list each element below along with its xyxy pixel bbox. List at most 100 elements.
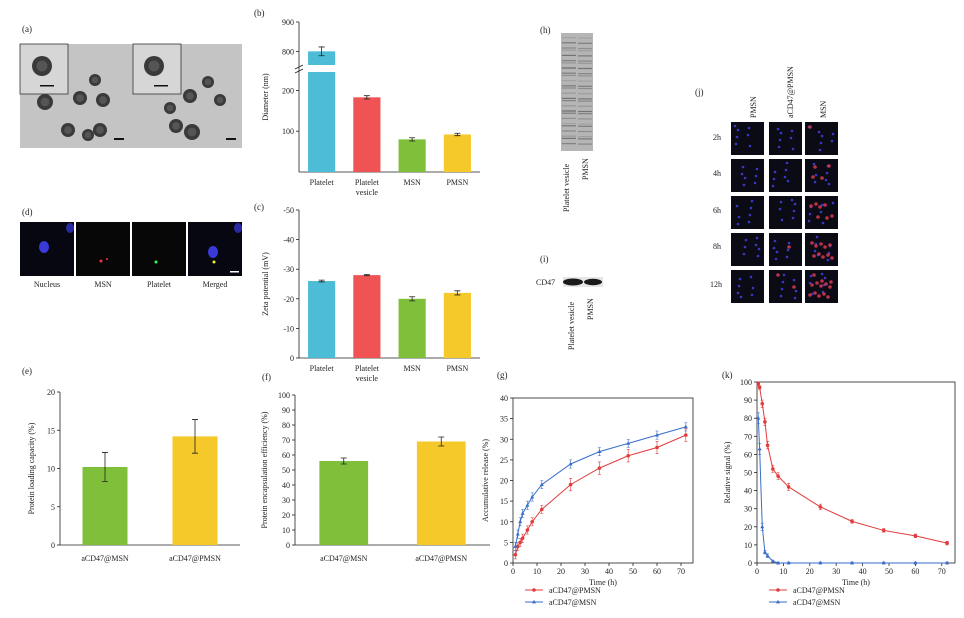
j-nucleus (791, 216, 795, 220)
gel-band (562, 47, 576, 49)
k-ytick-label: 60 (744, 450, 752, 459)
platelet-spot (154, 260, 158, 264)
western-blot-panel-i: CD47 Platelet vesicle PMSN (536, 277, 603, 350)
j-row-12h: 12h (710, 280, 722, 289)
gel-band (562, 97, 576, 99)
f-ytick-label: 20 (282, 511, 290, 520)
j-nucleus (750, 293, 754, 297)
k-y-axis-title: Relative signal (%) (723, 441, 732, 503)
j-nucleus (792, 278, 796, 282)
j-signal (792, 285, 796, 289)
tem-particle-core (76, 94, 84, 102)
j-signal (828, 243, 832, 247)
j-signal (813, 165, 817, 169)
g-point (520, 511, 525, 515)
k-point (945, 560, 950, 565)
j-nucleus (824, 178, 828, 182)
k-plot-frame (756, 381, 956, 564)
j-tile (805, 159, 838, 192)
b-bar (308, 72, 336, 172)
j-signal (824, 282, 828, 286)
e-error-bar (102, 452, 108, 482)
g-point (513, 552, 518, 557)
gel-band (562, 85, 576, 87)
g-point (568, 482, 573, 487)
gel-label-pmsn: PMSN (581, 158, 590, 180)
msn-spot-2 (106, 258, 108, 260)
j-signal (820, 279, 824, 283)
j-nucleus (809, 274, 813, 278)
g-point (530, 519, 534, 524)
j-tile (769, 270, 802, 303)
k-ytick-label: 10 (744, 541, 752, 550)
j-nucleus (755, 167, 759, 171)
k-point (818, 505, 823, 509)
k-xtick-label: 70 (938, 567, 946, 576)
g-x-axis-title: Time (h) (589, 578, 617, 587)
j-signal (830, 256, 834, 260)
j-signal (810, 241, 814, 245)
gel-band (578, 118, 592, 120)
j-nucleus (756, 254, 760, 258)
j-nucleus (735, 204, 739, 208)
g-xtick-label: 40 (605, 567, 613, 576)
j-nucleus (736, 291, 740, 295)
g-ytick-label: 20 (500, 477, 508, 486)
j-nucleus (785, 255, 789, 259)
k-legend-marker (776, 588, 780, 592)
c-y-axis-title: Zeta potential (mV) (261, 252, 270, 316)
k-point (945, 541, 949, 545)
gel-band (578, 130, 592, 133)
j-nucleus (750, 199, 754, 203)
f-ytick-label: 40 (282, 481, 290, 490)
j-nucleus (751, 286, 755, 290)
j-nucleus (779, 200, 783, 204)
j-tile (731, 270, 764, 303)
k-point (762, 549, 767, 554)
j-signal (817, 294, 821, 298)
k-xtick-label: 40 (859, 567, 867, 576)
fluorescence-grid-j: PMSN aCD47@PMSN MSN 2h 4h 6h 8h 12h (710, 66, 838, 303)
panel-letter-h: (h) (540, 25, 551, 35)
k-ytick-label: 100 (740, 378, 752, 387)
gel-band (578, 62, 592, 64)
c-ytick-label: -30 (283, 265, 294, 274)
k-legend-label: aCD47@MSN (793, 598, 841, 607)
g-ytick-label: 0 (504, 559, 508, 568)
b-error-bar (409, 137, 416, 142)
g-point (518, 540, 522, 545)
k-point (913, 560, 918, 565)
gel-band (578, 80, 592, 82)
gel-band (562, 72, 576, 74)
g-point (626, 441, 631, 445)
g-xtick-label: 30 (581, 567, 589, 576)
gel-band (578, 125, 592, 127)
j-nucleus (753, 181, 757, 185)
tem-particle-core (96, 126, 104, 134)
k-xtick-label: 20 (806, 567, 814, 576)
k-legend-label: aCD47@PMSN (793, 586, 845, 595)
g-point (626, 453, 630, 458)
c-ytick-label: -20 (283, 295, 294, 304)
gel-band (578, 138, 592, 140)
b-category-label: Platelet (310, 178, 335, 187)
j-nucleus (793, 202, 797, 206)
j-nucleus (786, 179, 790, 183)
gel-band (578, 143, 592, 145)
f-bar (416, 441, 466, 545)
j-tiles (731, 122, 838, 303)
c-ytick-label: 0 (290, 354, 294, 363)
j-nucleus (738, 277, 742, 281)
j-nucleus (757, 247, 761, 251)
g-point (568, 461, 573, 466)
chart-g-release: 0 10 20 30 40 50 60 70 0 5 10 15 20 25 30 35 40 Time (h) A… (481, 394, 694, 607)
inset-scale-bar-right (154, 85, 168, 87)
j-row-4h: 4h (713, 169, 721, 178)
gel-band (562, 112, 576, 114)
gel-band (578, 75, 592, 77)
j-nucleus (823, 276, 827, 280)
k-point (771, 467, 775, 471)
scale-bar-left (114, 138, 124, 140)
j-nucleus (737, 284, 741, 288)
j-nucleus (778, 138, 782, 142)
